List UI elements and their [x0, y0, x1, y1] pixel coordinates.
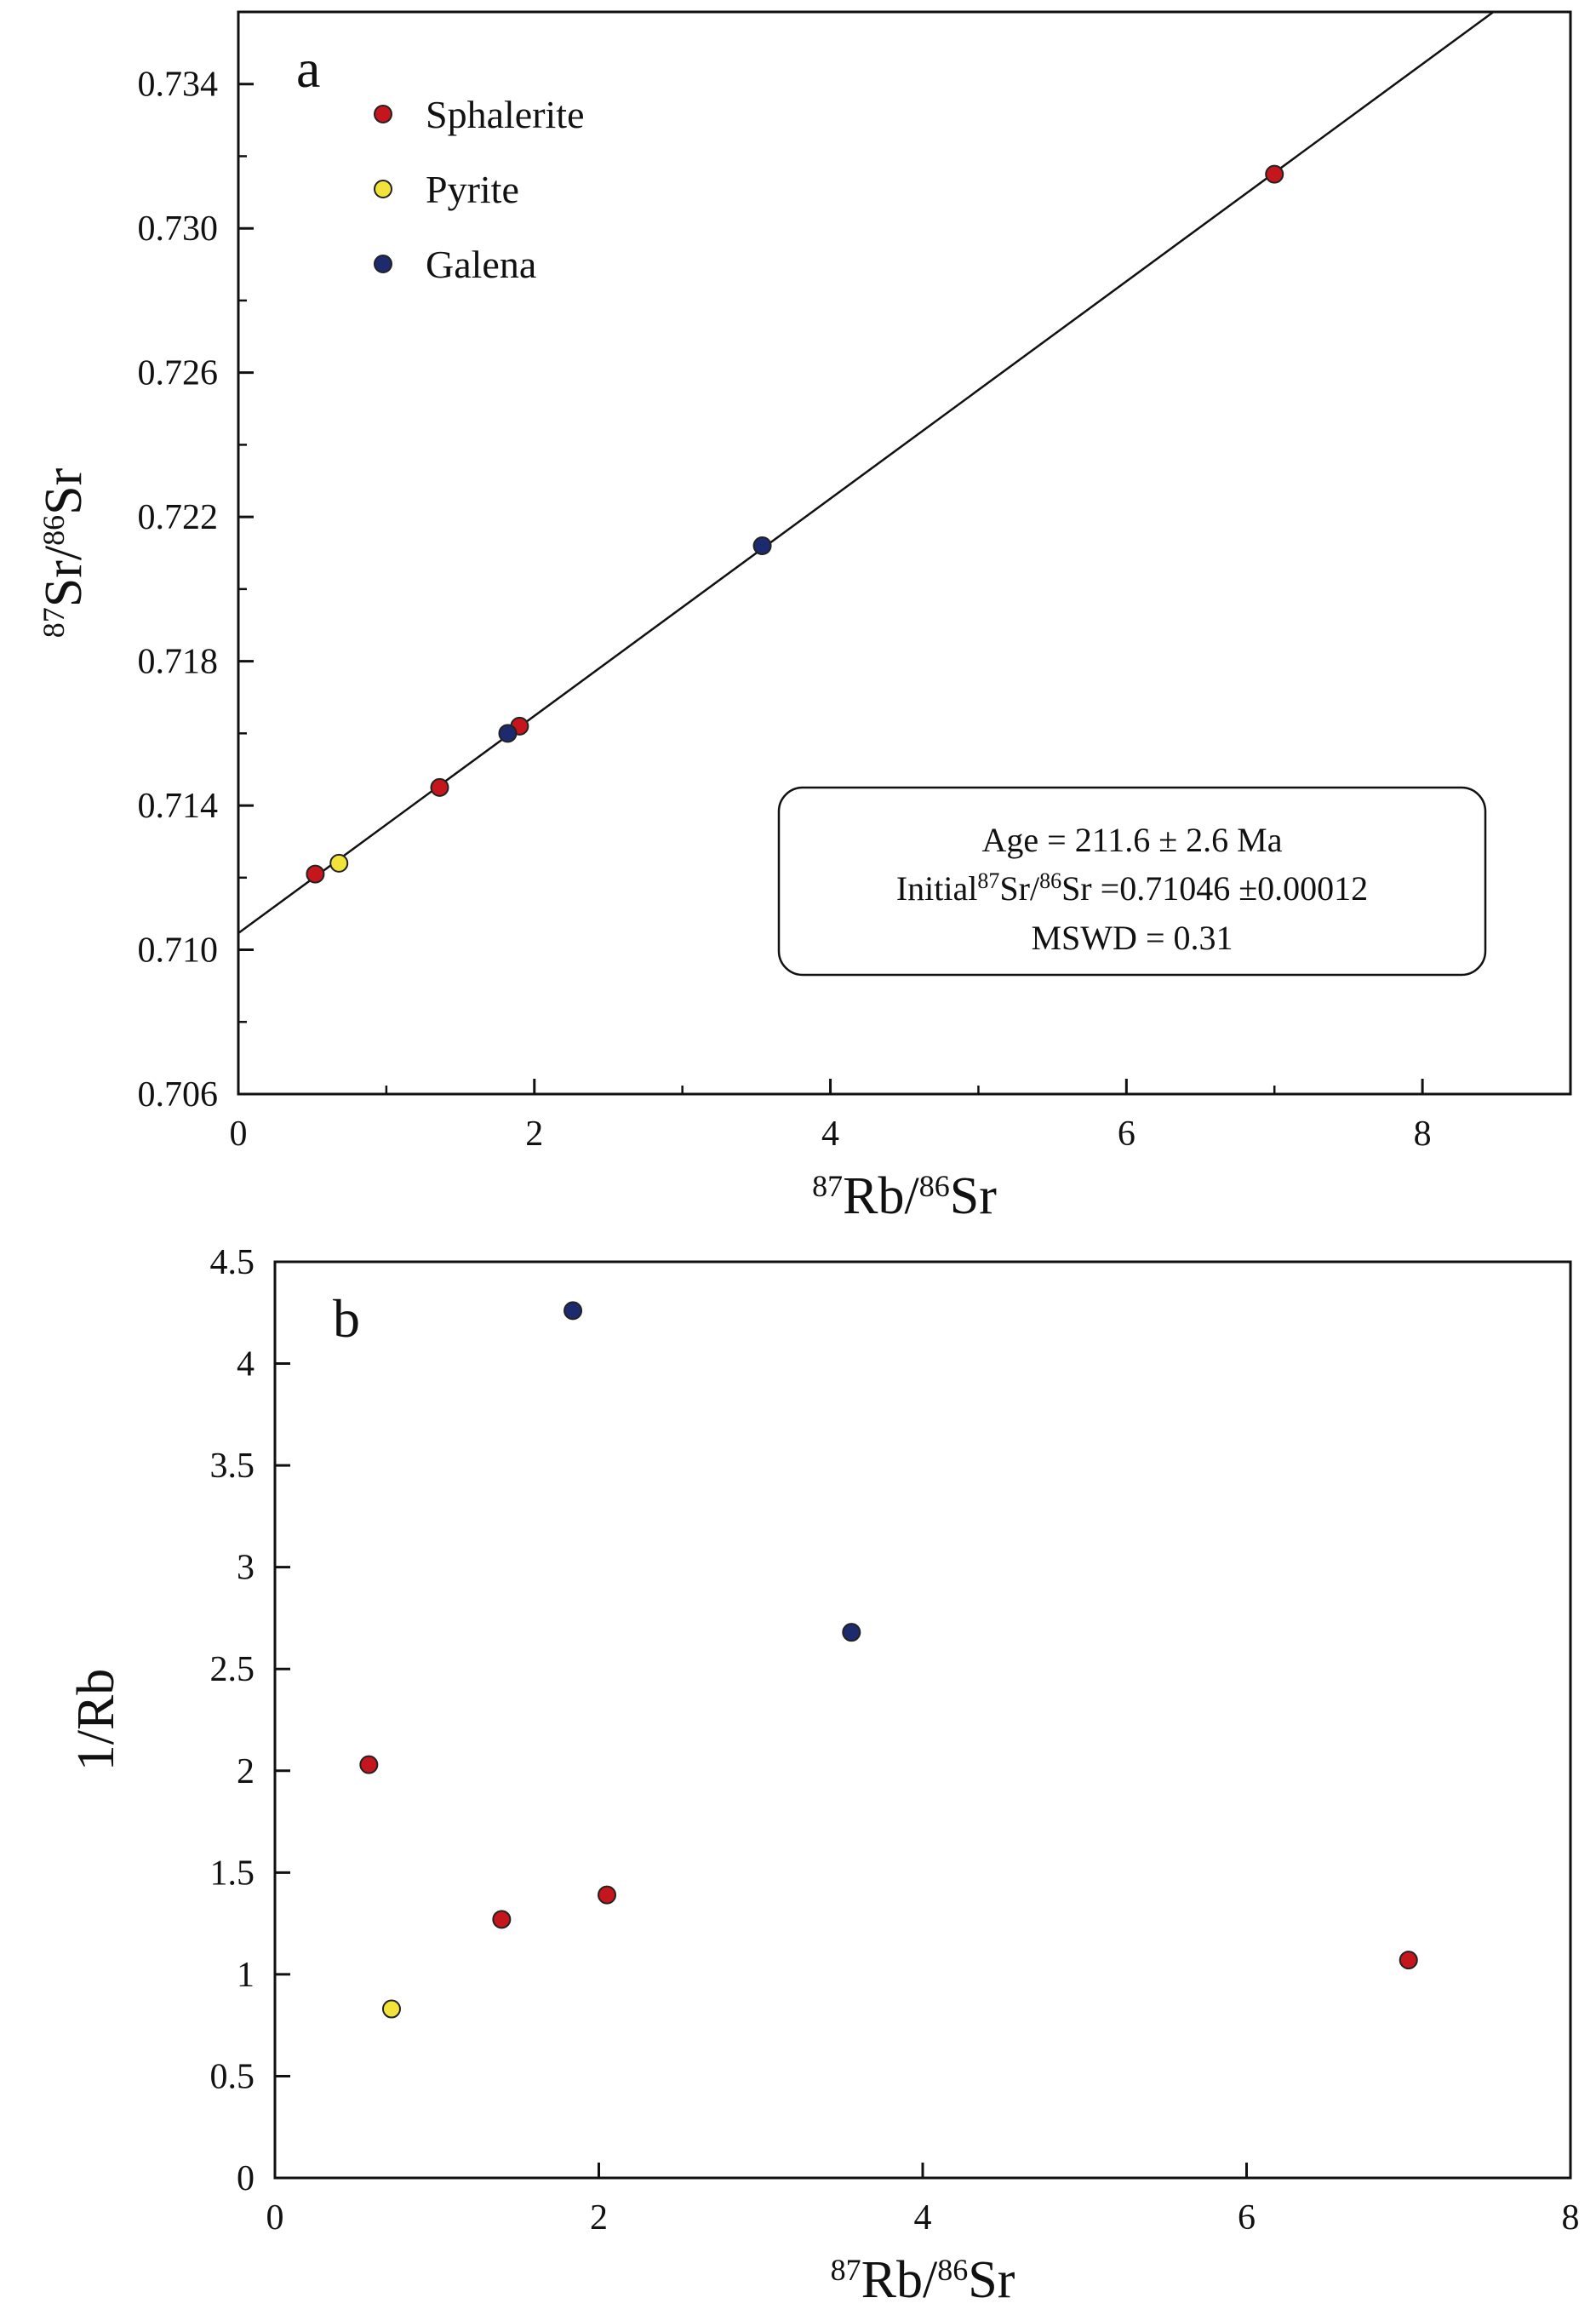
- b-y-tick-label: 3: [237, 1549, 255, 1588]
- b-y-tick-label: 1.5: [210, 1854, 255, 1893]
- a-x-tick-label: 4: [821, 1115, 839, 1154]
- b-point-sphalerite: [598, 1885, 617, 1905]
- a-x-sup2: 86: [919, 1169, 950, 1203]
- a-y-base2: Sr: [35, 467, 93, 514]
- b-x-tick-label: 4: [914, 2198, 932, 2238]
- a-point-galena: [752, 536, 772, 556]
- a-point-pyrite: [329, 853, 349, 873]
- b-x-tick-label: 8: [1562, 2198, 1580, 2238]
- panel-b-ticks: 0 2 4 6 8 0 0.5 1 1.5 2 2.5 3 3.5 4 4.5: [210, 1243, 1580, 2238]
- b-x-base2: Sr: [968, 2251, 1015, 2309]
- a-x-tick-label: 2: [525, 1115, 543, 1154]
- a-y-tick-label: 0.710: [138, 931, 219, 971]
- a-y-sup2: 86: [37, 515, 71, 546]
- b-point-sphalerite: [359, 1755, 379, 1774]
- b-y-tick-label: 0.5: [210, 2057, 255, 2096]
- isochron-initial-ratio-text: Initial87Sr/86Sr =0.71046 ±0.00012: [896, 868, 1368, 908]
- b-y-tick-label: 4.5: [210, 1243, 255, 1282]
- a-y-tick-label: 0.726: [138, 354, 219, 393]
- a-y-tick-label: 0.722: [138, 498, 219, 537]
- b-y-tick-label: 2: [237, 1752, 255, 1791]
- initial-prefix: Initial: [896, 869, 978, 908]
- b-point-galena: [842, 1623, 861, 1642]
- a-y-tick-label: 0.706: [138, 1075, 219, 1115]
- b-x-sup2: 86: [937, 2253, 968, 2287]
- b-y-tick-label: 2.5: [210, 1650, 255, 1689]
- panel-b-x-axis-title: 87Rb/86Sr: [831, 2251, 1015, 2309]
- panel-a-chart: 0 2 4 6 8 0.706 0.710 0.714 0.718 0.722 0.726 0.730…: [35, 10, 1572, 1225]
- b-point-pyrite: [381, 1999, 401, 2019]
- legend-marker-pyrite: [374, 180, 392, 198]
- panel-b-label: b: [333, 1288, 360, 1349]
- a-y-sup1: 87: [37, 607, 71, 638]
- b-point-galena: [563, 1301, 583, 1321]
- a-x-base1: Rb/: [843, 1167, 919, 1225]
- panel-b-marks: [359, 1301, 1418, 2019]
- legend-marker-galena: [374, 255, 392, 273]
- panel-b-plot-frame: [273, 1260, 1572, 2180]
- legend-label-pyrite: Pyrite: [426, 168, 519, 211]
- a-y-tick-label: 0.730: [138, 209, 219, 249]
- panel-a-legend: Sphalerite Pyrite Galena: [374, 93, 585, 286]
- legend-label-galena: Galena: [426, 243, 536, 286]
- initial-suffix: Sr =0.71046 ±0.00012: [1061, 869, 1368, 908]
- panel-a-x-axis-title: 87Rb/86Sr: [812, 1167, 997, 1225]
- b-point-sphalerite: [1399, 1951, 1418, 1970]
- b-x-base1: Rb/: [861, 2251, 938, 2309]
- b-y-tick-label: 0: [237, 2159, 255, 2198]
- legend-label-sphalerite: Sphalerite: [426, 93, 585, 136]
- panel-a-y-axis-title: 87Sr/86Sr: [35, 467, 93, 638]
- panel-a-plot-frame: [237, 10, 1572, 1096]
- isochron-age-text: Age = 211.6 ± 2.6 Ma: [982, 821, 1283, 859]
- a-y-tick-label: 0.734: [138, 66, 219, 105]
- a-point-galena: [498, 724, 518, 743]
- a-point-sphalerite: [1265, 164, 1284, 184]
- a-x-tick-label: 0: [230, 1115, 248, 1154]
- panel-a-ticks: 0 2 4 6 8 0.706 0.710 0.714 0.718 0.722 0.726 0.730…: [138, 66, 1432, 1154]
- a-y-tick-label: 0.714: [138, 787, 219, 826]
- a-x-tick-label: 6: [1118, 1115, 1136, 1154]
- b-y-tick-label: 3.5: [210, 1447, 255, 1486]
- b-x-tick-label: 0: [266, 2198, 284, 2238]
- a-x-base2: Sr: [950, 1167, 997, 1225]
- panel-b-chart: 0 2 4 6 8 0 0.5 1 1.5 2 2.5 3 3.5 4 4.5 b 87Rb/86Sr 1/…: [67, 1243, 1580, 2309]
- a-point-sphalerite: [306, 864, 325, 884]
- initial-sup-86: 86: [1039, 868, 1061, 893]
- initial-sup-87: 87: [977, 868, 999, 893]
- b-x-tick-label: 2: [590, 2198, 608, 2238]
- initial-mid: Sr/: [999, 869, 1040, 908]
- a-y-tick-label: 0.718: [138, 643, 219, 682]
- panel-a-label: a: [296, 38, 320, 99]
- isochron-box-border: [777, 786, 1487, 977]
- panel-a-marks: [237, 10, 1495, 935]
- isochron-mswd-text: MSWD = 0.31: [1031, 919, 1233, 957]
- a-y-base1: Sr/: [35, 545, 93, 607]
- panel-b-y-axis-title: 1/Rb: [67, 1669, 125, 1772]
- panel-a-isochron-result-box: Age = 211.6 ± 2.6 Ma Initial87Sr/86Sr =0…: [777, 786, 1487, 977]
- a-point-sphalerite: [430, 777, 449, 797]
- b-y-tick-label: 4: [237, 1345, 255, 1384]
- b-point-sphalerite: [492, 1910, 512, 1929]
- legend-marker-sphalerite: [374, 105, 392, 123]
- b-y-tick-label: 1: [237, 1956, 255, 1995]
- isochron-line: [237, 10, 1495, 935]
- a-x-sup1: 87: [812, 1169, 843, 1203]
- b-x-sup1: 87: [831, 2253, 861, 2287]
- a-x-tick-label: 8: [1414, 1115, 1432, 1154]
- b-x-tick-label: 6: [1238, 2198, 1256, 2238]
